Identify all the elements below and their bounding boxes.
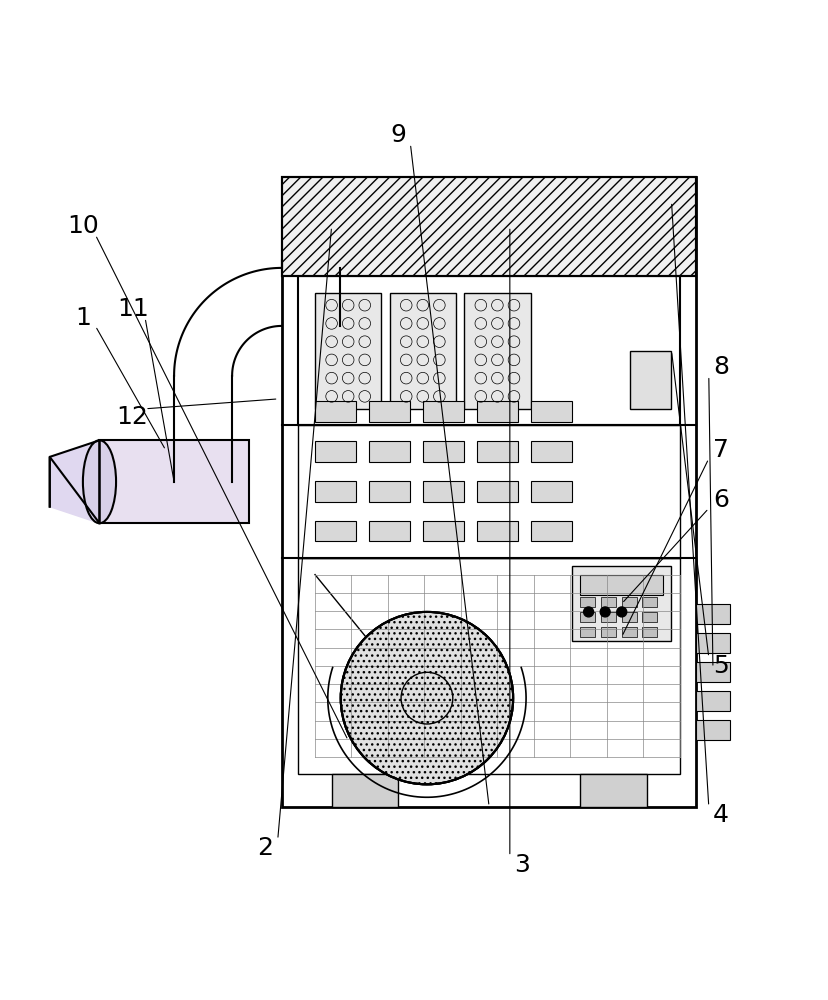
Bar (282, 177, 696, 276)
Text: 8: 8 (712, 355, 729, 379)
Bar (642, 612, 657, 622)
Bar (282, 177, 696, 276)
Ellipse shape (83, 440, 116, 523)
Bar (571, 566, 671, 641)
Bar (580, 774, 646, 807)
Bar (422, 481, 464, 502)
Bar (368, 521, 410, 541)
Text: 9: 9 (389, 123, 406, 147)
Bar (530, 521, 571, 541)
Bar (621, 612, 636, 622)
Text: 1: 1 (75, 306, 91, 330)
Bar (629, 351, 671, 409)
Bar (642, 627, 657, 637)
Bar (315, 401, 356, 422)
Bar (696, 633, 729, 653)
Text: 7: 7 (712, 438, 729, 462)
Bar (464, 293, 530, 409)
Bar (315, 441, 356, 462)
Bar (476, 441, 518, 462)
Bar (476, 521, 518, 541)
Bar (530, 481, 571, 502)
Bar (368, 441, 410, 462)
Bar (368, 481, 410, 502)
Text: 4: 4 (712, 803, 729, 827)
Circle shape (583, 607, 593, 617)
Bar (642, 597, 657, 607)
Text: 12: 12 (117, 405, 148, 429)
Bar (331, 774, 397, 807)
Bar (530, 441, 571, 462)
Circle shape (340, 612, 513, 784)
Bar (621, 597, 636, 607)
Bar (476, 401, 518, 422)
Bar (580, 612, 595, 622)
Bar (298, 558, 679, 774)
Circle shape (599, 607, 609, 617)
Bar (422, 521, 464, 541)
Bar (580, 575, 662, 595)
Circle shape (616, 607, 626, 617)
Polygon shape (50, 440, 99, 523)
Bar (422, 401, 464, 422)
Bar (696, 720, 729, 740)
Bar (315, 521, 356, 541)
Text: 5: 5 (713, 654, 728, 678)
Bar (580, 627, 595, 637)
Bar (315, 481, 356, 502)
Bar (600, 612, 615, 622)
Bar (282, 177, 696, 807)
Bar (476, 481, 518, 502)
Bar (696, 662, 729, 682)
Bar (696, 691, 729, 711)
Bar (600, 627, 615, 637)
Bar (600, 597, 615, 607)
Bar (298, 425, 679, 558)
Bar (389, 293, 455, 409)
Text: 3: 3 (513, 853, 530, 877)
Bar (621, 627, 636, 637)
Bar (422, 441, 464, 462)
Text: 11: 11 (117, 297, 148, 321)
Bar (530, 401, 571, 422)
Bar (315, 293, 381, 409)
Text: 2: 2 (257, 836, 273, 860)
Text: 10: 10 (67, 214, 99, 238)
Bar (368, 401, 410, 422)
Bar (696, 604, 729, 624)
Text: 6: 6 (712, 488, 729, 512)
Bar (99, 440, 248, 523)
Bar (580, 597, 595, 607)
Bar (298, 276, 679, 425)
